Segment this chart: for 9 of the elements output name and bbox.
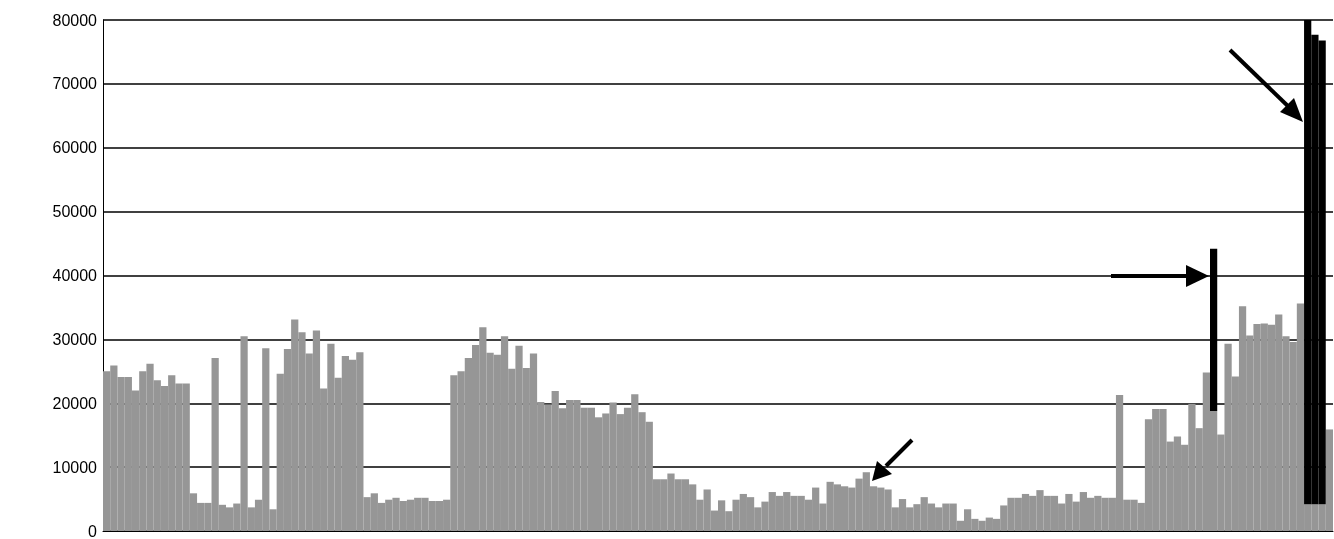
- y-tick-label: 40000: [52, 267, 98, 284]
- y-tick-label: 20000: [52, 394, 98, 412]
- y-tick-label: 0: [88, 522, 98, 539]
- y-tick-label: 60000: [52, 139, 98, 157]
- y-tick-label: 30000: [52, 330, 98, 348]
- y-tick-label: 70000: [52, 75, 98, 93]
- y-tick-label: 50000: [52, 203, 98, 221]
- y-tick-label: 80000: [52, 11, 98, 29]
- y-tick-label: 10000: [52, 458, 98, 476]
